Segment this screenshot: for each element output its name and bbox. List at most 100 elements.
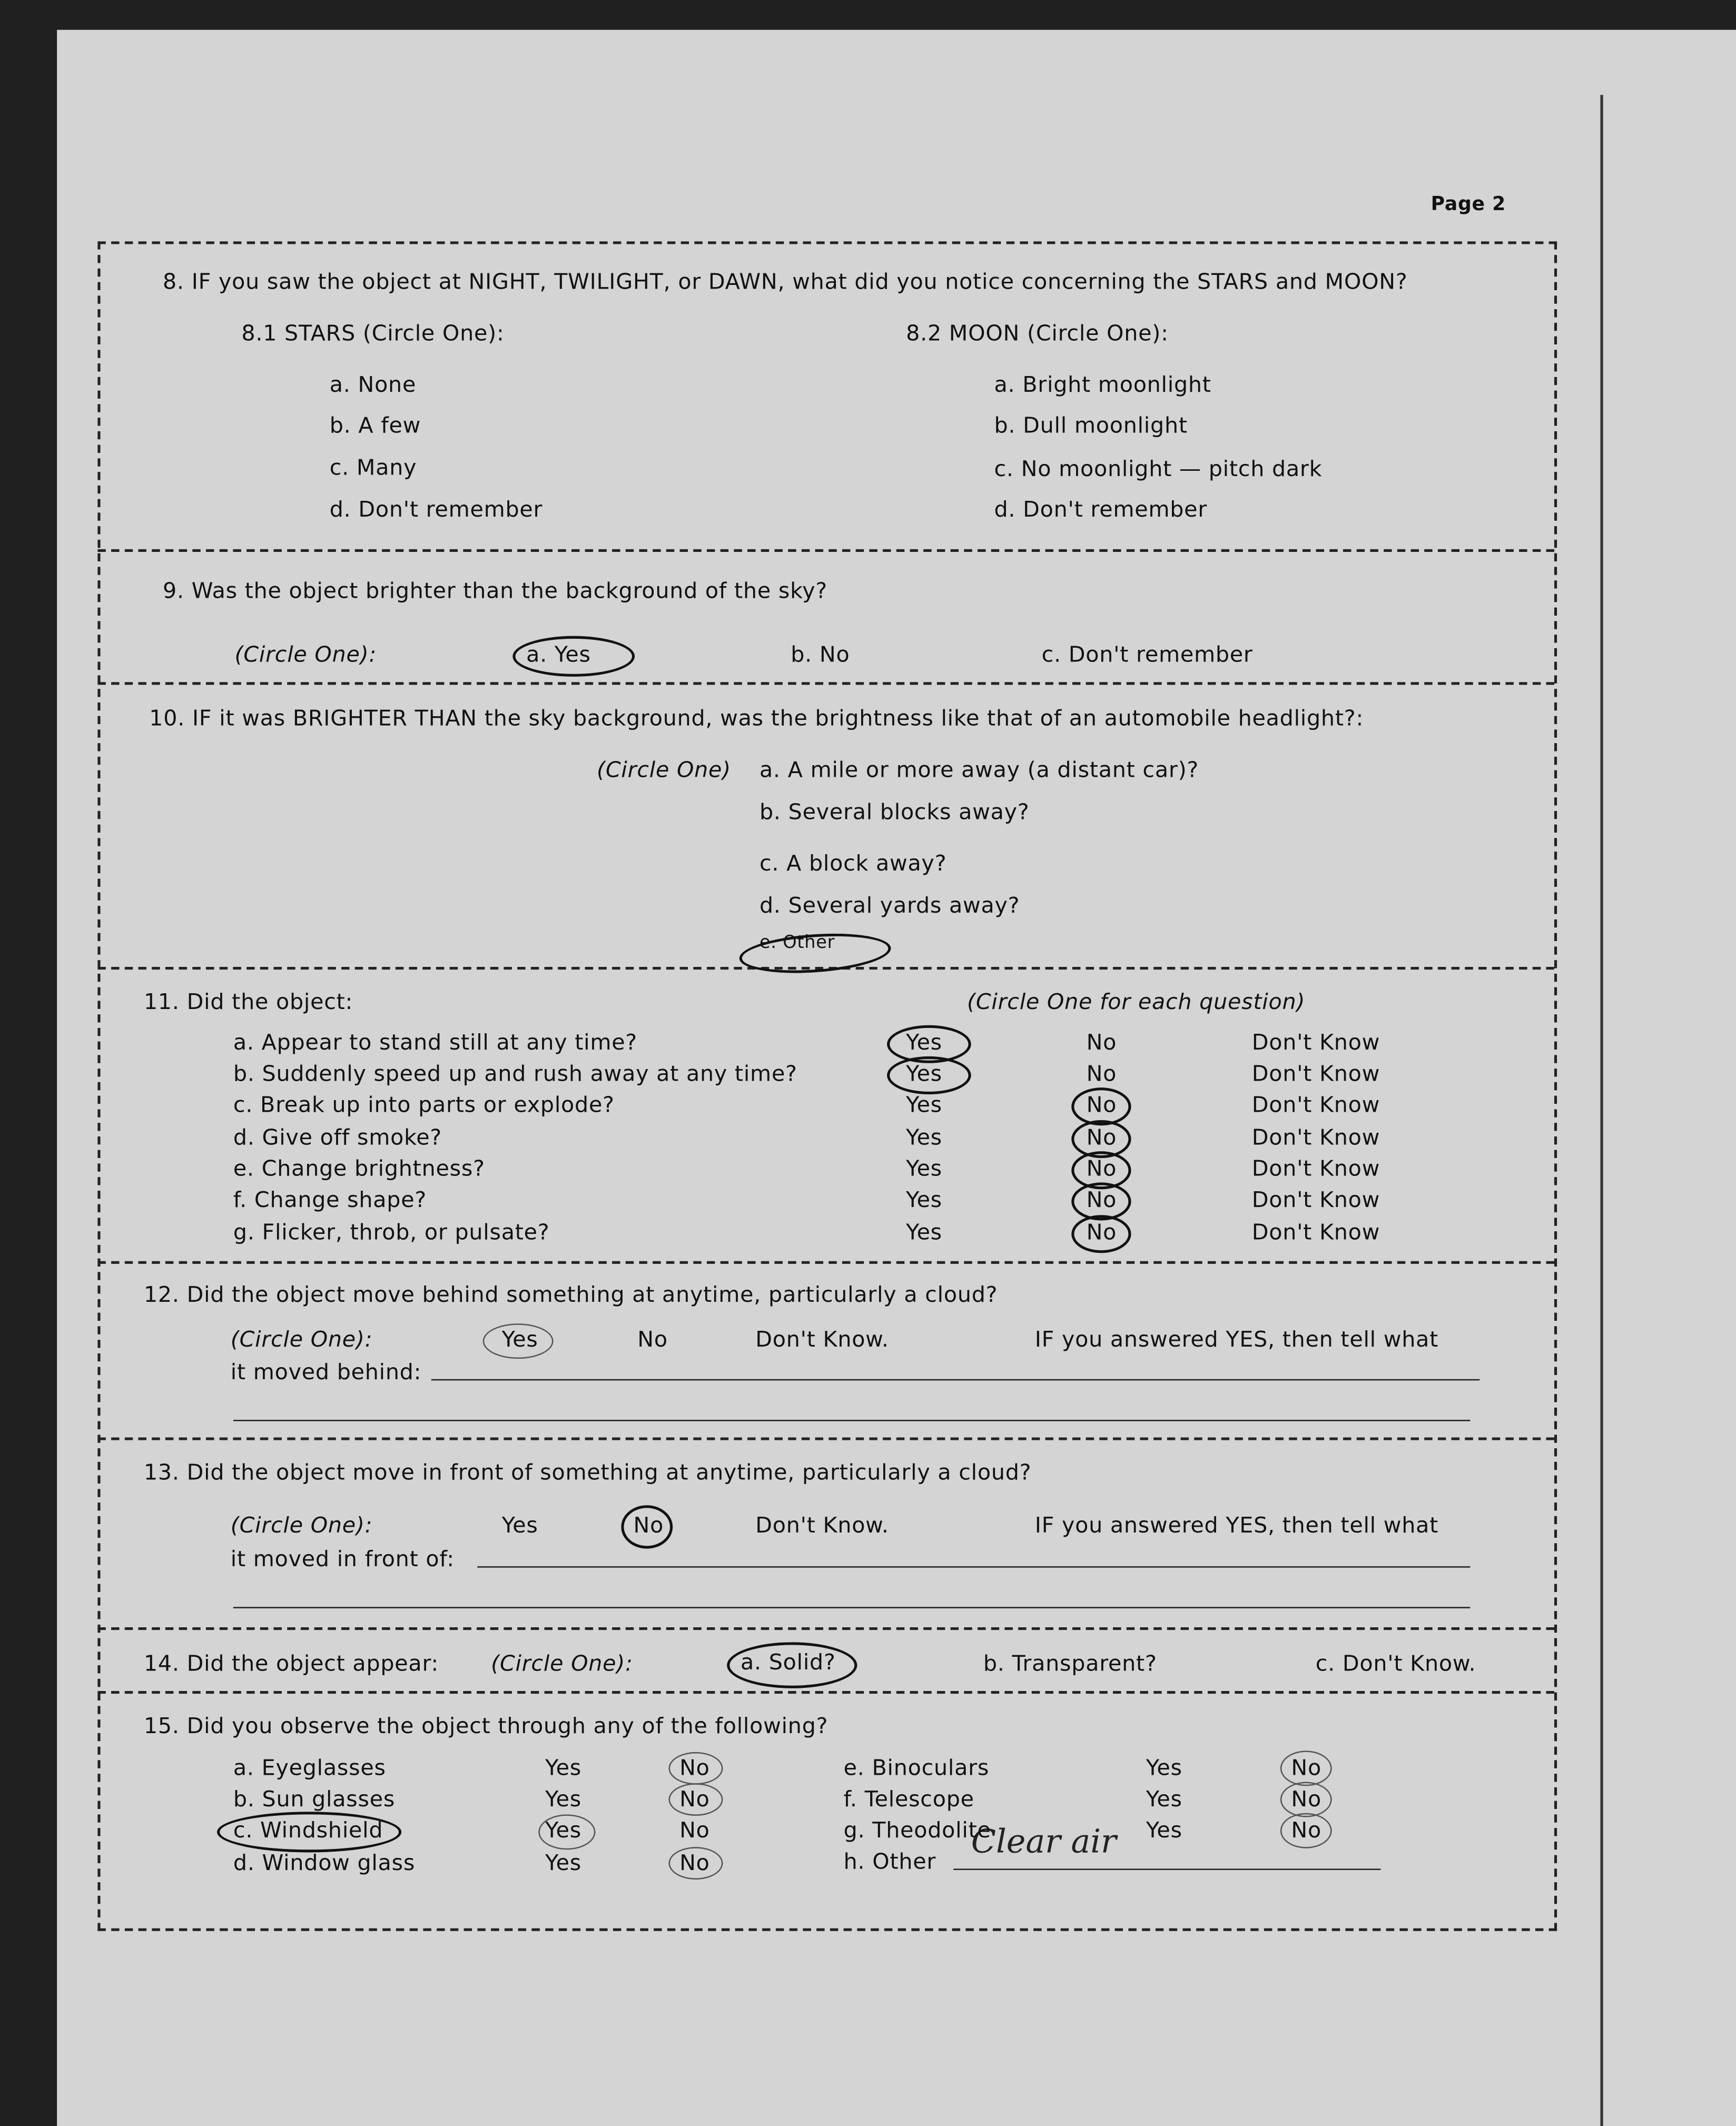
q15-option-yes[interactable]: Yes — [1146, 1817, 1182, 1843]
answer-circle — [668, 1783, 723, 1816]
q8-moon-option[interactable]: a. Bright moonlight — [994, 371, 1211, 398]
q8-moon-option[interactable]: d. Don't remember — [994, 496, 1208, 522]
q10-option[interactable]: b. Several blocks away? — [760, 798, 1030, 825]
q11-option-dont-know[interactable]: Don't Know — [1251, 1219, 1380, 1245]
q15-option-yes[interactable]: Yes — [545, 1755, 581, 1781]
q11-row-label: g. Flicker, throb, or pulsate? — [233, 1219, 550, 1245]
q15-other-label: h. Other — [843, 1848, 936, 1874]
q11-option-dont-know[interactable]: Don't Know — [1251, 1124, 1380, 1150]
q8-stars-option[interactable]: d. Don't remember — [329, 496, 543, 522]
answer-circle — [217, 1812, 402, 1853]
divider — [97, 966, 1554, 970]
q10-question: 10. IF it was BRIGHTER THAN the sky back… — [149, 705, 1364, 731]
answer-circle — [482, 1323, 554, 1359]
q15-option-yes[interactable]: Yes — [545, 1850, 581, 1876]
q10-option-other[interactable]: e. Other — [760, 933, 835, 954]
q11-row-label: b. Suddenly speed up and rush away at an… — [233, 1060, 797, 1086]
q13-option-yes[interactable]: Yes — [501, 1512, 538, 1538]
divider — [97, 1437, 1554, 1440]
q15-other-line[interactable] — [953, 1868, 1381, 1870]
q11-row-label: d. Give off smoke? — [233, 1124, 442, 1150]
q11-row-label: e. Change brightness? — [233, 1155, 485, 1181]
answer-circle — [621, 1505, 673, 1549]
q12-question: 12. Did the object move behind something… — [143, 1281, 998, 1308]
q14-option-dont-know[interactable]: c. Don't Know. — [1315, 1650, 1476, 1676]
q14-option-transparent[interactable]: b. Transparent? — [983, 1650, 1157, 1676]
q11-row-label: a. Appear to stand still at any time? — [233, 1029, 638, 1055]
answer-circle — [512, 636, 635, 677]
q11-row-label: c. Break up into parts or explode? — [233, 1091, 615, 1118]
q15-option-no[interactable]: No — [679, 1817, 710, 1843]
q8-stars-option[interactable]: b. A few — [329, 412, 421, 438]
q11-option-no[interactable]: No — [1086, 1029, 1117, 1055]
q11-option-yes[interactable]: Yes — [906, 1186, 942, 1213]
q13-option-dont-know[interactable]: Don't Know. — [755, 1512, 889, 1538]
answer-circle — [887, 1056, 971, 1095]
q15-item-label: e. Binoculars — [843, 1755, 990, 1781]
q11-option-no[interactable]: No — [1086, 1060, 1117, 1086]
divider — [97, 1691, 1554, 1694]
q13-followup-label: it moved in front of: — [230, 1546, 455, 1572]
answer-circle — [1280, 1782, 1332, 1817]
q12-answer-line[interactable] — [233, 1420, 1471, 1421]
q15-item-label: d. Window glass — [233, 1850, 416, 1876]
q9-option-dont-remember[interactable]: c. Don't remember — [1041, 641, 1253, 667]
q15-option-yes[interactable]: Yes — [545, 1786, 581, 1812]
q15-item-label: f. Telescope — [843, 1786, 974, 1812]
q9-question: 9. Was the object brighter than the back… — [163, 577, 828, 604]
q11-option-yes[interactable]: Yes — [906, 1219, 942, 1245]
q10-option[interactable]: d. Several yards away? — [760, 892, 1020, 918]
q8-moon-option[interactable]: c. No moonlight — pitch dark — [994, 456, 1323, 482]
q15-option-yes[interactable]: Yes — [1146, 1755, 1182, 1781]
q13-circle-label: (Circle One): — [230, 1512, 373, 1538]
q12-option-dont-know[interactable]: Don't Know. — [755, 1326, 889, 1352]
q10-option[interactable]: a. A mile or more away (a distant car)? — [760, 756, 1199, 783]
answer-circle — [1071, 1215, 1131, 1253]
q11-option-dont-know[interactable]: Don't Know — [1251, 1155, 1380, 1181]
q11-option-yes[interactable]: Yes — [906, 1091, 942, 1118]
answer-circle — [1280, 1751, 1332, 1786]
q11-option-dont-know[interactable]: Don't Know — [1251, 1091, 1380, 1118]
q15-item-label: g. Theodolite — [843, 1817, 991, 1843]
q8-moon-option[interactable]: b. Dull moonlight — [994, 412, 1188, 438]
q9-option-no[interactable]: b. No — [791, 641, 850, 667]
q12-circle-label: (Circle One): — [230, 1326, 373, 1352]
q15-item-label: a. Eyeglasses — [233, 1755, 386, 1781]
q13-answer-line[interactable] — [477, 1566, 1471, 1568]
q11-question: 11. Did the object: — [143, 988, 353, 1015]
q11-option-yes[interactable]: Yes — [906, 1124, 942, 1150]
page-edge — [1600, 95, 1603, 2126]
q11-option-dont-know[interactable]: Don't Know — [1251, 1029, 1380, 1055]
divider — [97, 682, 1554, 685]
answer-circle — [727, 1642, 857, 1688]
answer-circle — [1280, 1813, 1332, 1848]
q15-option-yes[interactable]: Yes — [1146, 1786, 1182, 1812]
q8-stars-option[interactable]: a. None — [329, 371, 417, 398]
q8-question: 8. IF you saw the object at NIGHT, TWILI… — [163, 268, 1408, 294]
q12-followup: IF you answered YES, then tell what — [1034, 1326, 1439, 1352]
page-number: Page 2 — [1431, 194, 1506, 216]
form-border — [97, 241, 1557, 1931]
divider — [97, 1261, 1554, 1264]
q13-answer-line[interactable] — [233, 1607, 1471, 1608]
q14-question: 14. Did the object appear: — [143, 1650, 439, 1676]
q11-circle-label: (Circle One for each question) — [966, 988, 1306, 1015]
q8-moon-label: 8.2 MOON (Circle One): — [906, 320, 1169, 346]
answer-circle — [668, 1847, 723, 1880]
q11-row-label: f. Change shape? — [233, 1186, 427, 1213]
q15-other-handwritten: Clear air — [971, 1822, 1117, 1861]
divider — [97, 1627, 1554, 1630]
q15-item-label: b. Sun glasses — [233, 1786, 396, 1812]
answer-circle — [668, 1752, 723, 1785]
q11-option-yes[interactable]: Yes — [906, 1155, 942, 1181]
q12-answer-line[interactable] — [431, 1379, 1480, 1381]
answer-circle — [538, 1814, 596, 1850]
q11-option-dont-know[interactable]: Don't Know — [1251, 1186, 1380, 1213]
q9-circle-label: (Circle One): — [234, 641, 377, 667]
q10-option[interactable]: c. A block away? — [760, 850, 947, 876]
q12-option-no[interactable]: No — [637, 1326, 668, 1352]
q14-circle-label: (Circle One): — [491, 1650, 633, 1676]
q11-option-dont-know[interactable]: Don't Know — [1251, 1060, 1380, 1086]
q8-stars-option[interactable]: c. Many — [329, 454, 417, 480]
